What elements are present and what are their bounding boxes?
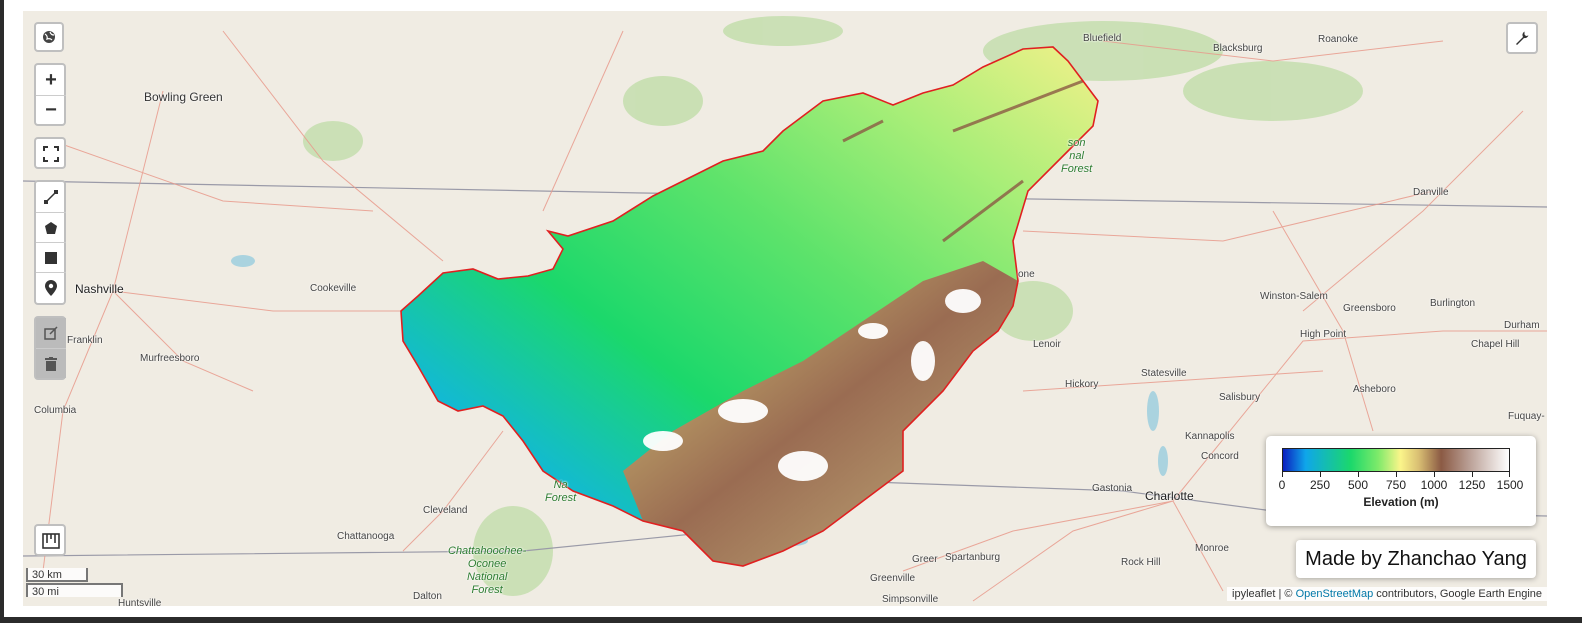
ruler-icon[interactable] (36, 526, 66, 556)
forest-jefferson: son nal Forest (1061, 137, 1093, 175)
place-charlotte: Charlotte (1145, 489, 1194, 503)
draw-toolbar (34, 180, 66, 305)
colorbar (1282, 448, 1510, 472)
place-kannapolis: Kannapolis (1185, 431, 1235, 442)
place-salisbury: Salisbury (1219, 392, 1261, 403)
colorbar-tick-label: 250 (1309, 478, 1331, 492)
colorbar-tick-label: 750 (1385, 478, 1407, 492)
place-huntsville: Huntsville (118, 598, 162, 606)
forest-chattahoochee: Chattahoochee- Oconee National Forest (448, 545, 527, 596)
place-bluefield: Bluefield (1083, 33, 1122, 44)
place-franklin: Franklin (67, 335, 103, 346)
place-danville: Danville (1413, 187, 1449, 198)
colorbar-tick (1282, 472, 1283, 477)
colorbar-tick-label: 1250 (1458, 478, 1486, 492)
basemap-control[interactable] (34, 22, 64, 52)
colorbar-tick (1358, 472, 1359, 477)
place-spartanburg: Spartanburg (945, 552, 1001, 563)
place-greensboro: Greensboro (1343, 303, 1396, 314)
place-dalton: Dalton (413, 591, 442, 602)
legend-title: Elevation (m) (1363, 495, 1439, 509)
colorbar-tick-label: 0 (1278, 478, 1286, 492)
place-high-point: High Point (1300, 329, 1347, 340)
place-blacksburg: Blacksburg (1213, 43, 1263, 54)
map-canvas[interactable]: Bowling Green Nashville Cookeville Frank… (23, 11, 1547, 606)
trash-icon[interactable] (36, 348, 66, 378)
place-concord: Concord (1201, 451, 1239, 462)
zoom-in-button[interactable]: + (45, 68, 57, 91)
place-chattanooga: Chattanooga (337, 531, 395, 542)
colorbar-tick (1320, 472, 1321, 477)
fullscreen-icon[interactable] (36, 139, 66, 169)
basemap (23, 16, 1547, 602)
place-lenoir: Lenoir (1033, 339, 1061, 350)
edit-icon[interactable] (36, 318, 66, 348)
rectangle-icon[interactable] (36, 242, 66, 272)
place-monroe: Monroe (1195, 543, 1229, 554)
forest-areas (303, 16, 1363, 596)
place-simpsonville: Simpsonville (882, 594, 939, 605)
place-burlington: Burlington (1430, 298, 1476, 309)
author-credit: Made by Zhanchao Yang (1296, 540, 1536, 578)
attribution-prefix: ipyleaflet | © (1232, 588, 1296, 600)
roads (42, 30, 1547, 602)
place-winston-salem: Winston-Salem (1260, 291, 1328, 302)
place-hickory: Hickory (1065, 379, 1099, 390)
marker-icon[interactable] (36, 272, 66, 302)
place-cookeville: Cookeville (310, 283, 357, 294)
place-gastonia: Gastonia (1092, 483, 1133, 494)
place-greenville: Greenville (870, 573, 916, 584)
place-nashville: Nashville (75, 282, 124, 296)
elevation-raster (400, 46, 1099, 567)
zoom-control: + − (34, 63, 66, 126)
scale-bar: 30 km 30 mi (26, 568, 123, 598)
wrench-icon[interactable] (1508, 24, 1536, 52)
map-attribution: ipyleaflet | © OpenStreetMap contributor… (1227, 587, 1547, 601)
colorbar-tick (1509, 472, 1510, 477)
colorbar-ticks (1282, 472, 1510, 478)
measure-control (34, 524, 66, 556)
colorbar-tick (1396, 472, 1397, 477)
colorbar-tick-label: 1000 (1420, 478, 1448, 492)
place-asheboro: Asheboro (1353, 384, 1396, 395)
globe-icon[interactable] (36, 24, 62, 50)
openstreetmap-link[interactable]: OpenStreetMap (1295, 588, 1374, 600)
place-bowling-green: Bowling Green (144, 90, 223, 104)
place-greer: Greer (912, 554, 938, 565)
place-durham: Durham (1504, 320, 1540, 331)
toolbar-control (1506, 22, 1538, 54)
place-fuquay: Fuquay- (1508, 411, 1545, 422)
attribution-suffix: contributors, Google Earth Engine (1373, 588, 1542, 600)
place-statesville: Statesville (1141, 368, 1187, 379)
basin-boundary (400, 46, 1099, 567)
polyline-icon[interactable] (36, 182, 66, 212)
polygon-icon[interactable] (36, 212, 66, 242)
place-boone-partial: one (1018, 269, 1035, 280)
scale-mi: 30 mi (26, 583, 123, 598)
window-edge-bottom (0, 617, 1582, 623)
window-edge (0, 0, 4, 617)
colorbar-tick (1434, 472, 1435, 477)
place-cleveland: Cleveland (423, 505, 468, 516)
place-murfreesboro: Murfreesboro (140, 353, 200, 364)
elevation-legend: 0 250 500 750 1000 1250 1500 Elevation (m) (1266, 436, 1536, 526)
place-rock-hill: Rock Hill (1121, 557, 1161, 568)
edit-toolbar (34, 316, 66, 380)
place-chapel-hill: Chapel Hill (1471, 339, 1520, 350)
place-columbia: Columbia (34, 405, 77, 416)
zoom-out-button[interactable]: − (36, 95, 66, 125)
forest-cherokee: Na Forest (545, 479, 577, 504)
scale-km: 30 km (26, 568, 88, 582)
colorbar-tick-label: 1500 (1496, 478, 1524, 492)
fullscreen-control (34, 137, 66, 169)
place-roanoke: Roanoke (1318, 34, 1359, 45)
colorbar-tick (1472, 472, 1473, 477)
colorbar-tick-label: 500 (1347, 478, 1369, 492)
